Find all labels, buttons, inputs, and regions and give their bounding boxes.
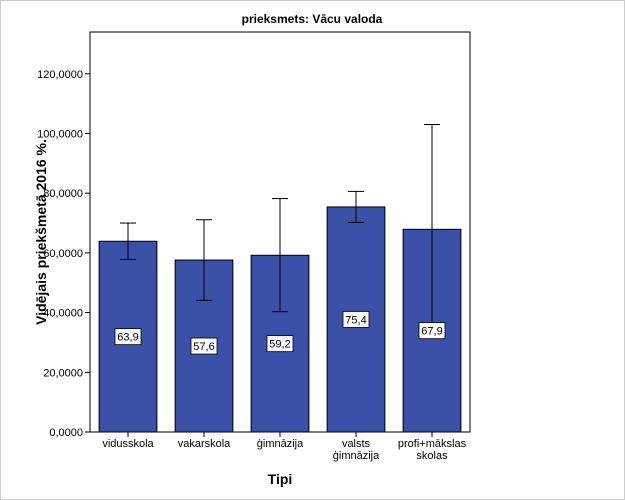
x-axis-categories: vidusskola vakarskola ģimnāzija valsts ģimnā… <box>102 432 467 462</box>
x-tick-label: vidusskola <box>102 438 154 450</box>
data-label: 75,4 <box>345 314 366 326</box>
y-axis: 0,0000 20,0000 40,0000 60,0000 80,0000 100,00… <box>37 69 90 439</box>
data-label: 67,9 <box>421 326 442 338</box>
data-label-box <box>266 335 294 353</box>
data-label-box <box>114 328 142 346</box>
data-label-box <box>190 337 218 355</box>
y-tick-label: 0,0000 <box>49 427 83 439</box>
x-tick-label: valsts ģimnāzija <box>333 438 380 462</box>
y-tick-label: 100,0000 <box>37 128 83 140</box>
x-axis-title: Tipi <box>268 471 293 487</box>
data-label-box <box>418 322 446 340</box>
data-label: 57,6 <box>193 341 214 353</box>
chart-title: prieksmets: Vācu valoda <box>242 12 383 26</box>
x-tick-label: vakarskola <box>178 438 231 450</box>
y-tick-label: 80,0000 <box>43 188 83 200</box>
data-label: 59,2 <box>269 339 290 351</box>
data-label: 63,9 <box>117 332 138 344</box>
y-tick-label: 20,0000 <box>43 367 83 379</box>
x-tick-label: ģimnāzija <box>257 437 304 450</box>
data-label-box <box>342 311 370 328</box>
y-tick-label: 60,0000 <box>43 248 83 260</box>
data-labels-group: 63,9 57,6 59,2 75,4 67,9 <box>114 311 446 355</box>
y-axis-title: Vidējais priekšmetā 2016 %. <box>33 139 49 325</box>
error-bars-group <box>120 124 440 334</box>
y-tick-label: 40,0000 <box>43 308 83 320</box>
x-tick-label: profi+mākslas skolas <box>398 438 467 462</box>
y-tick-label: 120,0000 <box>37 69 83 81</box>
